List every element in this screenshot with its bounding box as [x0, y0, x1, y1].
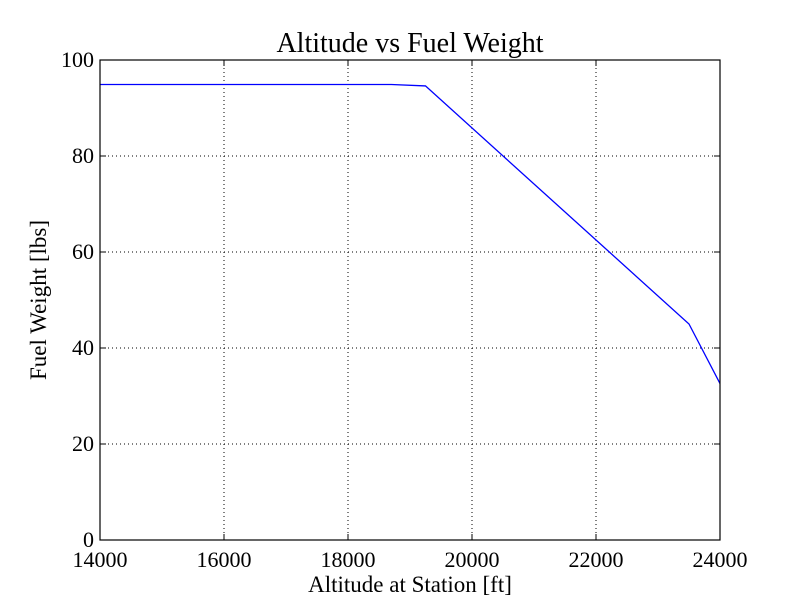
x-tick-label: 20000: [445, 547, 500, 572]
grid-lines: [99, 59, 721, 541]
y-tick-label: 80: [72, 143, 94, 168]
y-tick-label: 0: [83, 527, 94, 552]
chart-title: Altitude vs Fuel Weight: [276, 28, 543, 59]
y-tick-label: 60: [72, 239, 94, 264]
series-layer: [100, 83, 721, 384]
x-tick-label: 22000: [569, 547, 624, 572]
x-axis-label: Altitude at Station [ft]: [308, 572, 512, 597]
x-tick-label: 18000: [321, 547, 376, 572]
plot-frame: [99, 59, 721, 541]
fuel-weight-line: [100, 83, 721, 384]
y-tick-label: 40: [72, 335, 94, 360]
x-tick-labels: 14000 16000 18000 20000 22000 24000: [73, 547, 748, 572]
tick-marks: [99, 59, 721, 541]
y-tick-label: 100: [61, 47, 94, 72]
y-tick-labels: 0 20 40 60 80 100: [61, 47, 94, 552]
y-axis-label: Fuel Weight [lbs]: [26, 220, 51, 380]
x-tick-label: 14000: [73, 547, 128, 572]
y-tick-label: 20: [72, 431, 94, 456]
x-tick-label: 24000: [693, 547, 748, 572]
x-tick-label: 16000: [197, 547, 252, 572]
